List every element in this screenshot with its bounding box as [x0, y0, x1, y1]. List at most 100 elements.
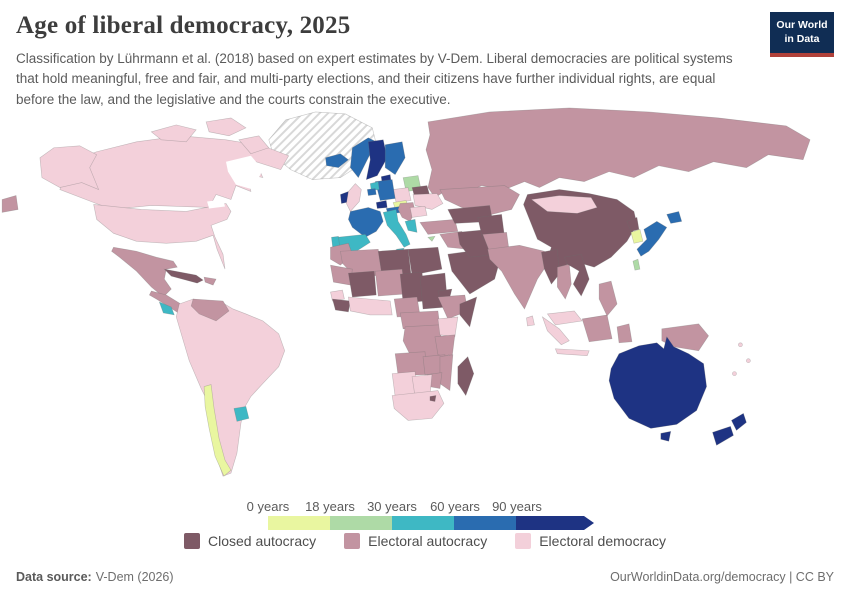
legend-item-closed-autocracy[interactable]: Closed autocracy — [183, 533, 317, 549]
country-costa-rica[interactable] — [158, 301, 175, 316]
country-japan-hokkaido[interactable] — [666, 211, 683, 224]
footer: Data source: V-Dem (2026) OurWorldinData.… — [16, 570, 834, 584]
country-mongolia[interactable] — [530, 195, 598, 214]
country-south-africa[interactable] — [391, 390, 445, 421]
country-indonesia-borneo[interactable] — [581, 314, 613, 343]
country-ukraine[interactable] — [412, 193, 444, 210]
owid-logo-box: Our World in Data — [770, 12, 834, 53]
legend-categories: Closed autocracy Electoral autocracy Ele… — [0, 533, 850, 549]
country-indonesia-sulawesi[interactable] — [616, 323, 633, 344]
country-north-korea[interactable] — [626, 216, 640, 232]
black-sea — [427, 209, 452, 222]
data-source-value: V-Dem (2026) — [95, 570, 174, 584]
legend-tick-18: 18 years — [305, 499, 355, 514]
country-guinea[interactable] — [332, 298, 351, 313]
country-italy[interactable] — [382, 209, 411, 248]
country-romania[interactable] — [409, 206, 428, 218]
country-sweden[interactable] — [365, 139, 388, 181]
legend-item-electoral-democracy[interactable]: Electoral democracy — [515, 533, 666, 549]
country-australia-tasmania[interactable] — [660, 430, 672, 442]
country-australia[interactable] — [608, 336, 707, 429]
electoral-autocracy-label: Electoral autocracy — [368, 533, 488, 549]
country-sri-lanka[interactable] — [526, 315, 535, 327]
country-kazakhstan[interactable] — [439, 185, 520, 216]
country-france[interactable] — [348, 207, 384, 238]
country-madagascar[interactable] — [457, 356, 475, 397]
country-iceland[interactable] — [325, 153, 349, 168]
country-senegal[interactable] — [330, 289, 345, 302]
country-russia-wrap-fragment[interactable] — [1, 195, 19, 213]
owid-logo-line1: Our World — [776, 19, 828, 32]
legend-bin-90-plus[interactable] — [516, 516, 594, 530]
country-myanmar[interactable] — [541, 248, 560, 285]
legend-gradient-bar[interactable] — [268, 516, 594, 530]
region-kenya-uganda[interactable] — [437, 316, 459, 338]
country-india[interactable] — [487, 244, 548, 310]
great-lakes — [207, 199, 226, 209]
region-ghana-ivory-coast[interactable] — [348, 296, 393, 316]
country-turkey[interactable] — [419, 219, 459, 235]
footer-credit-link[interactable]: OurWorldinData.org/democracy | CC BY — [610, 570, 834, 584]
country-netherlands[interactable] — [369, 181, 380, 191]
country-new-zealand-south[interactable] — [712, 425, 734, 446]
country-thailand[interactable] — [557, 263, 572, 300]
country-somalia[interactable] — [459, 296, 478, 328]
owid-logo-line2: in Data — [784, 32, 820, 45]
country-pacific-island-1[interactable] — [738, 342, 743, 348]
legend-tick-30: 30 years — [367, 499, 417, 514]
owid-logo[interactable]: Our World in Data — [770, 12, 834, 57]
country-canada-arctic-1[interactable] — [150, 124, 197, 143]
country-switzerland[interactable] — [375, 200, 388, 209]
legend-bin-60-90[interactable] — [454, 516, 516, 530]
country-papua-new-guinea[interactable] — [661, 323, 709, 352]
legend-bin-18-30[interactable] — [330, 516, 392, 530]
region-south-america[interactable] — [175, 298, 286, 477]
owid-logo-accent-bar — [770, 53, 834, 57]
country-russia[interactable] — [425, 107, 811, 198]
country-philippines[interactable] — [598, 280, 618, 317]
country-canada-arctic-3[interactable] — [238, 135, 270, 155]
country-pacific-island-3[interactable] — [732, 371, 737, 376]
chart-subtitle: Classification by Lührmann et al. (2018)… — [16, 51, 733, 107]
country-canada[interactable] — [59, 135, 290, 210]
country-greece[interactable] — [404, 219, 418, 233]
legend-item-electoral-autocracy[interactable]: Electoral autocracy — [344, 533, 487, 549]
country-indonesia-sumatra[interactable] — [541, 316, 570, 346]
country-taiwan[interactable] — [632, 258, 641, 271]
country-poland[interactable] — [392, 187, 412, 203]
country-belgium[interactable] — [366, 188, 377, 196]
country-malaysia[interactable] — [546, 310, 583, 326]
country-pacific-island-2[interactable] — [746, 358, 751, 363]
country-south-korea[interactable] — [630, 228, 644, 244]
country-niger[interactable] — [374, 268, 406, 297]
country-canada-arctic-2[interactable] — [205, 117, 247, 137]
country-chile[interactable] — [203, 384, 232, 477]
legend-bin-0-18[interactable] — [268, 516, 330, 530]
country-eswatini[interactable] — [429, 395, 437, 402]
country-cyprus[interactable] — [427, 235, 436, 242]
country-usa-alaska[interactable] — [39, 145, 100, 191]
legend-tick-90: 90 years — [492, 499, 542, 514]
hudson-bay — [226, 155, 263, 190]
data-source: Data source: V-Dem (2026) — [16, 570, 174, 584]
country-japan[interactable] — [636, 221, 668, 257]
region-vietnam-laos[interactable] — [563, 253, 590, 297]
legend-tick-0: 0 years — [246, 499, 290, 514]
country-mali[interactable] — [348, 270, 377, 298]
country-cuba[interactable] — [163, 268, 204, 284]
electoral-democracy-label: Electoral democracy — [539, 533, 667, 549]
country-united-kingdom[interactable] — [346, 183, 362, 212]
map-svg — [1, 107, 811, 477]
country-egypt[interactable] — [407, 246, 443, 276]
country-indonesia-java[interactable] — [554, 348, 590, 357]
country-new-zealand-north[interactable] — [731, 412, 747, 431]
country-mexico[interactable] — [111, 246, 178, 298]
country-finland[interactable] — [384, 141, 406, 176]
legend-bin-30-60[interactable] — [392, 516, 454, 530]
country-uruguay[interactable] — [233, 406, 250, 422]
country-hispaniola[interactable] — [203, 276, 217, 286]
closed-autocracy-label: Closed autocracy — [207, 533, 317, 549]
country-germany[interactable] — [374, 179, 396, 201]
country-venezuela[interactable] — [190, 298, 230, 322]
world-choropleth-map — [0, 100, 850, 498]
